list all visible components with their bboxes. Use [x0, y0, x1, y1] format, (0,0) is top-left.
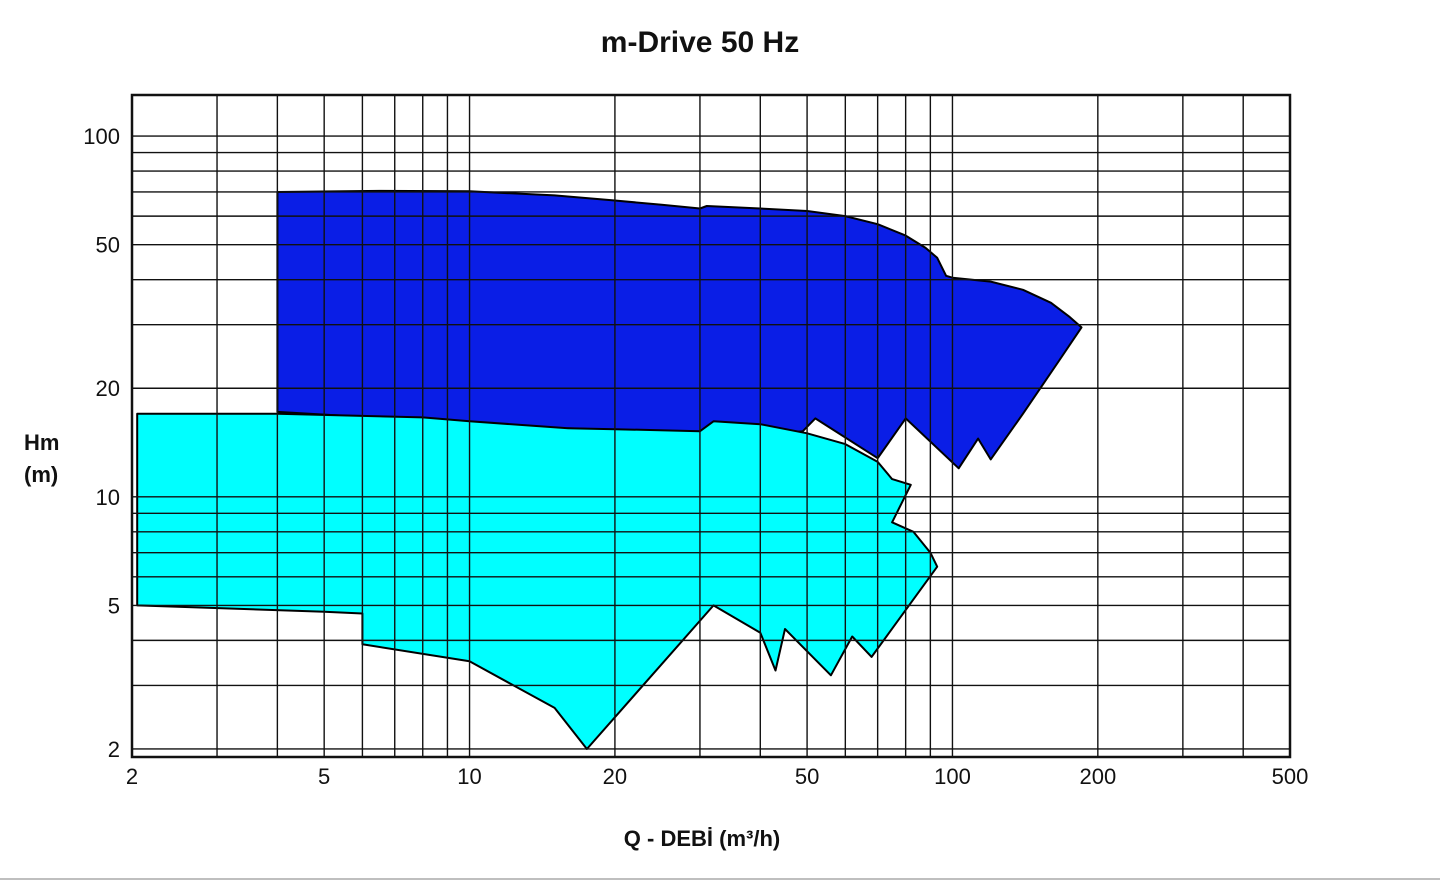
x-tick-label: 20 — [603, 764, 627, 789]
y-tick-label: 20 — [96, 376, 120, 401]
chart-title: m-Drive 50 Hz — [600, 26, 800, 59]
performance-region-1 — [276, 189, 1083, 470]
x-tick-labels: 2 5 10 20 50 100 200 500 — [126, 764, 1308, 789]
y-axis-label-unit: (m) — [24, 462, 59, 487]
bottom-divider — [0, 878, 1440, 880]
region-layer — [136, 189, 1083, 750]
performance-region-2 — [136, 412, 939, 750]
x-tick-label: 50 — [795, 764, 819, 789]
y-tick-labels: 2 5 10 20 50 100 — [83, 124, 120, 762]
grid-layer — [132, 95, 1290, 757]
x-tick-label: 100 — [934, 764, 971, 789]
x-tick-label: 200 — [1079, 764, 1116, 789]
y-tick-label: 50 — [96, 233, 120, 258]
plot-frame — [130, 93, 1292, 759]
y-tick-label: 5 — [108, 593, 120, 618]
x-tick-label: 500 — [1272, 764, 1309, 789]
y-tick-label: 100 — [83, 124, 120, 149]
x-tick-label: 5 — [318, 764, 330, 789]
x-tick-label: 10 — [457, 764, 481, 789]
y-axis-label-hm: Hm — [24, 430, 60, 455]
x-axis-label: Q - DEBİ (m³/h) — [623, 826, 781, 851]
y-tick-label: 2 — [108, 737, 120, 762]
x-tick-label: 2 — [126, 764, 138, 789]
y-tick-label: 10 — [96, 485, 120, 510]
